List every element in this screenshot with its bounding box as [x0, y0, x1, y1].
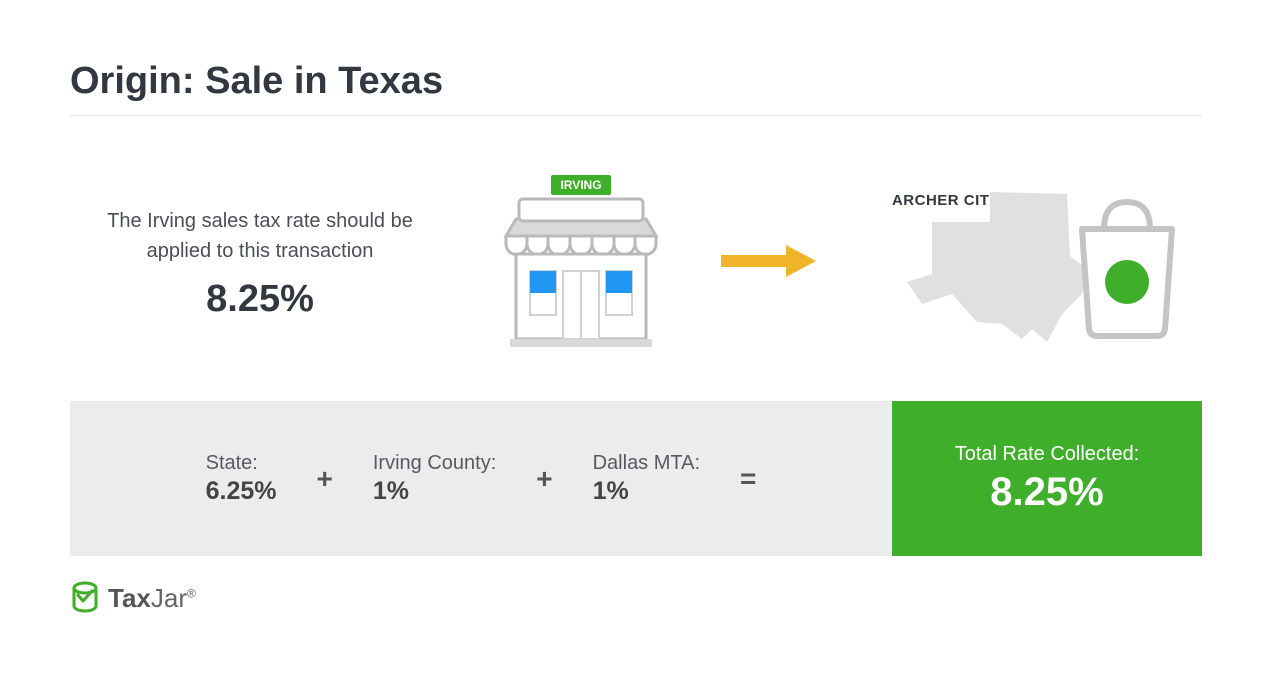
- texas-map-icon: [907, 192, 1087, 342]
- explanation-block: The Irving sales tax rate should be appl…: [80, 206, 440, 321]
- breakdown-item-county: Irving County: 1%: [373, 452, 496, 506]
- rate-breakdown: State: 6.25% + Irving County: 1% + Dalla…: [70, 401, 1202, 556]
- breakdown-value: 1%: [593, 477, 700, 506]
- breakdown-label: Irving County:: [373, 452, 496, 475]
- breakdown-item-mta: Dallas MTA: 1%: [593, 452, 700, 506]
- illustration-row: The Irving sales tax rate should be appl…: [70, 116, 1202, 401]
- equals-icon: =: [740, 463, 756, 495]
- breakdown-value: 1%: [373, 477, 496, 506]
- total-label: Total Rate Collected:: [955, 443, 1140, 466]
- taxjar-icon: [70, 581, 100, 615]
- breakdown-item-state: State: 6.25%: [206, 452, 277, 506]
- total-value: 8.25%: [990, 470, 1103, 515]
- store-icon: IRVING: [496, 171, 666, 356]
- breakdown-label: Dallas MTA:: [593, 452, 700, 475]
- explanation-rate: 8.25%: [80, 278, 440, 321]
- brand-logo: TaxJar®: [70, 581, 1202, 615]
- destination-block: ARCHER CITY, TX: [872, 174, 1192, 354]
- breakdown-total: Total Rate Collected: 8.25%: [892, 401, 1202, 556]
- arrow-icon: [721, 241, 816, 286]
- plus-icon: +: [317, 463, 333, 495]
- svg-text:IRVING: IRVING: [560, 178, 601, 192]
- shopping-bag-icon: [1082, 202, 1172, 336]
- plus-icon: +: [536, 463, 552, 495]
- breakdown-label: State:: [206, 452, 277, 475]
- brand-text: TaxJar®: [108, 583, 196, 614]
- page-title: Origin: Sale in Texas: [70, 60, 1202, 116]
- breakdown-value: 6.25%: [206, 477, 277, 506]
- breakdown-components: State: 6.25% + Irving County: 1% + Dalla…: [70, 401, 892, 556]
- explanation-text: The Irving sales tax rate should be appl…: [80, 206, 440, 266]
